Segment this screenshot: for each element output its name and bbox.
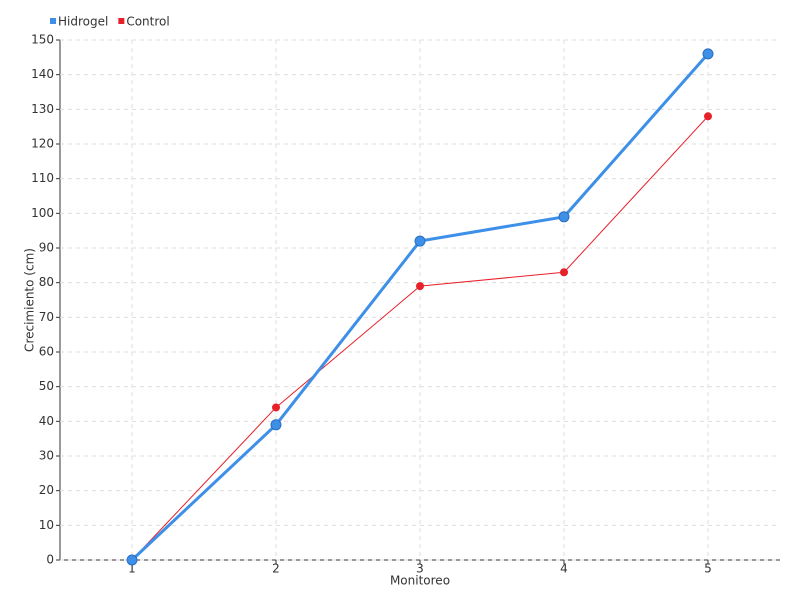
data-point — [414, 235, 426, 247]
y-tick-label: 30 — [39, 449, 54, 463]
data-point — [702, 48, 714, 60]
legend-swatch[interactable] — [118, 18, 125, 24]
y-tick-label: 40 — [39, 414, 54, 428]
x-tick-label: 2 — [272, 562, 280, 576]
x-tick-label: 4 — [560, 562, 568, 576]
y-tick-label: 60 — [39, 345, 54, 359]
legend-swatch[interactable] — [50, 18, 56, 24]
data-point — [270, 419, 282, 431]
x-tick-label: 3 — [416, 562, 424, 576]
y-tick-label: 120 — [31, 137, 54, 151]
y-tick-label: 80 — [39, 275, 54, 289]
x-axis-label: Monitoreo — [390, 574, 450, 588]
y-tick-label: 50 — [39, 379, 54, 393]
y-tick-label: 70 — [39, 310, 54, 324]
y-tick-label: 130 — [31, 102, 54, 116]
y-tick-label: 20 — [39, 483, 54, 497]
data-point — [704, 112, 712, 121]
y-tick-label: 100 — [31, 206, 54, 220]
data-point — [126, 554, 138, 566]
x-tick-label: 5 — [704, 562, 712, 576]
y-axis-label: Crecimiento (cm) — [23, 248, 37, 352]
y-tick-label: 150 — [31, 33, 54, 47]
y-tick-label: 90 — [39, 241, 54, 255]
data-point — [416, 282, 424, 291]
x-tick-label: 1 — [128, 562, 136, 576]
legend-label[interactable]: Hidrogel — [58, 15, 108, 29]
data-point — [272, 403, 280, 412]
y-tick-label: 0 — [46, 553, 54, 567]
y-tick-label: 110 — [31, 171, 54, 185]
legend-label[interactable]: Control — [126, 15, 169, 29]
data-point — [558, 211, 570, 223]
y-tick-label: 10 — [39, 518, 54, 532]
y-tick-label: 140 — [31, 67, 54, 81]
data-point — [560, 268, 568, 277]
